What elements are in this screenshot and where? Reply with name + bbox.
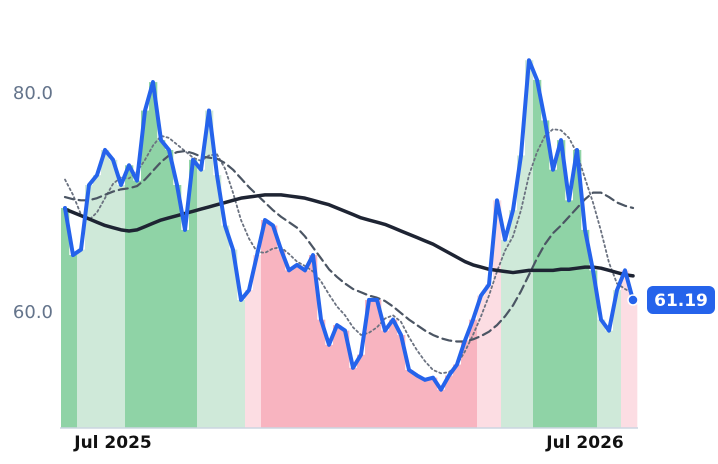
area-segment [613,290,622,428]
area-segment [205,110,214,428]
area-segment [85,184,94,428]
area-segment [581,229,590,428]
area-segment [429,377,438,428]
area-segment [445,375,454,428]
area-segment [501,239,510,428]
area-segment [293,264,302,428]
value-badge [647,286,715,315]
area-segment [325,344,334,428]
area-segment [69,255,78,428]
area-segment [157,140,166,428]
area-segment [365,299,374,428]
area-segment [237,299,246,428]
area-segment [349,367,358,428]
area-segment [277,249,286,428]
x-tick-label: Jul 2026 [545,433,624,453]
area-segment [381,330,390,428]
area-segment [413,375,422,428]
area-segment [165,149,174,429]
area-segment [261,220,270,428]
area-segment [573,149,582,429]
area-segment [621,270,630,428]
area-segment [397,334,406,428]
area-segment [341,330,350,428]
area-segment [469,319,478,428]
area-segment [421,379,430,428]
area-segment [197,169,206,428]
y-tick-label: 60.0 [13,302,53,323]
area-segment [149,82,158,429]
last-point [627,294,639,306]
area-segment [509,210,518,428]
area-segment [437,389,446,428]
area-segment [213,175,222,428]
area-segment [333,325,342,428]
area-segment [189,159,198,428]
area-segment [77,249,86,428]
area-segment [173,184,182,428]
area-segment [485,284,494,428]
area-segment [285,270,294,428]
area-segment [229,249,238,428]
area-segment [389,319,398,428]
area-segment [221,225,230,428]
area-segment [93,175,102,428]
series-line [63,58,635,392]
area-segment [605,330,614,428]
series-line [63,149,635,343]
value-badge-label: 61.19 [654,291,708,311]
area-segment [133,180,142,428]
area-segment [141,110,150,428]
area-segment [117,184,126,428]
y-tick-label: 80.0 [13,83,53,104]
area-segment [109,159,118,428]
area-segment [453,364,462,428]
area-segment [181,229,190,428]
area-segment [301,270,310,428]
area-segment [549,169,558,428]
area-segment [493,200,502,428]
area-segment [309,255,318,428]
area-segment [629,300,638,428]
area-segment [565,200,574,428]
area-segment [533,79,542,428]
area-segment [405,369,414,428]
area-segment [541,120,550,428]
area-segment [125,165,134,428]
area-segment [245,290,254,428]
area-segment [477,295,486,428]
area-segment [317,319,326,428]
area-segment [597,319,606,428]
area-segment [61,207,70,428]
area-segment [357,354,366,428]
x-tick-label: Jul 2025 [73,433,152,453]
area-segment [373,299,382,428]
area-segment [557,140,566,428]
area-segment [525,60,534,429]
series-line [63,193,635,278]
area-segment [253,255,262,428]
area-segment [589,270,598,428]
area-segment [101,149,110,429]
area-segment [269,225,278,428]
area-segment [461,340,470,428]
